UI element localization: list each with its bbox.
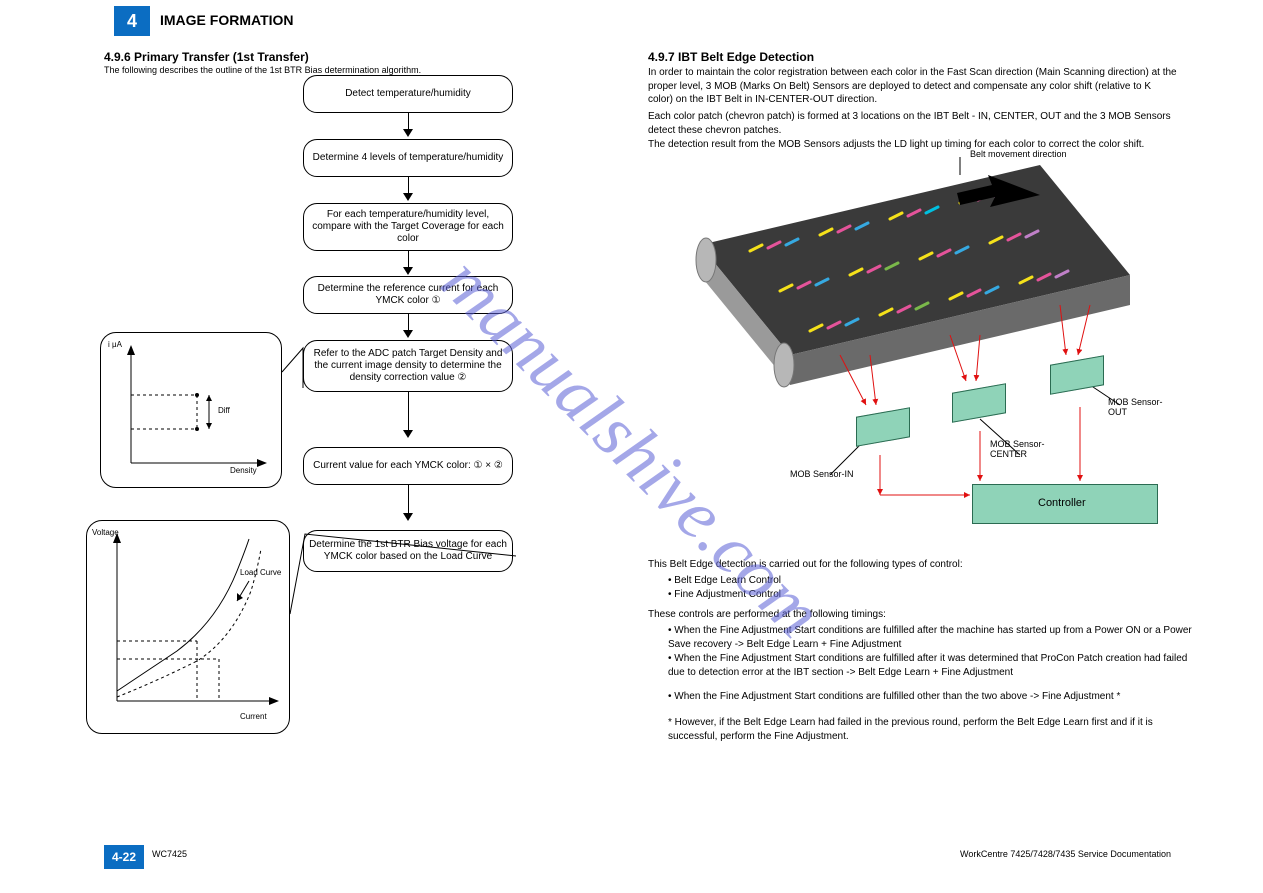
right-bullet-1: • Fine Adjustment Control (668, 588, 1198, 602)
bullet-text: When the Fine Adjustment Start condition… (668, 653, 1187, 678)
bullet-text: When the Fine Adjustment Start condition… (668, 625, 1192, 650)
right-bullet2-2: • When the Fine Adjustment Start conditi… (668, 690, 1198, 704)
inset2-x-label: Current (240, 712, 267, 721)
bullet-text: * However, if the Belt Edge Learn had fa… (668, 717, 1153, 742)
right-bullet2-1: • When the Fine Adjustment Start conditi… (668, 652, 1198, 679)
right-text3: The detection result from the MOB Sensor… (648, 138, 1178, 152)
inset2-graph (87, 521, 291, 735)
right-intro: In order to maintain the color registrat… (648, 66, 1178, 107)
sensor-out-label: MOB Sensor-OUT (1108, 398, 1178, 418)
inset2-curve-label: Load Curve (240, 568, 281, 577)
sensor-in-label: MOB Sensor-IN (790, 470, 854, 480)
right-text5: These controls are performed at the foll… (648, 608, 1178, 622)
bullet-text: Fine Adjustment Control (674, 589, 781, 600)
right-bullet2-3: * However, if the Belt Edge Learn had fa… (668, 716, 1198, 743)
right-bullet2-0: • When the Fine Adjustment Start conditi… (668, 624, 1198, 651)
right-text2: Each color patch (chevron patch) is form… (648, 110, 1178, 137)
right-bullet-0: • Belt Edge Learn Control (668, 574, 1198, 588)
sensor-center-label: MOB Sensor-CENTER (990, 440, 1060, 460)
bullet-text: When the Fine Adjustment Start condition… (674, 691, 1120, 702)
belt-direction-label: Belt movement direction (970, 150, 1067, 160)
page-number-bottom: 4-22 (104, 845, 144, 869)
footer-model: WC7425 (152, 850, 187, 860)
inset-load-curve (86, 520, 290, 734)
right-text4: This Belt Edge detection is carried out … (648, 558, 1178, 572)
right-section-title: 4.9.7 IBT Belt Edge Detection (648, 50, 814, 64)
footer-doc: WorkCentre 7425/7428/7435 Service Docume… (960, 850, 1171, 860)
bullet-text: Belt Edge Learn Control (674, 575, 781, 586)
controller-label: Controller (1038, 497, 1086, 509)
inset2-y-label: Voltage (92, 528, 119, 537)
